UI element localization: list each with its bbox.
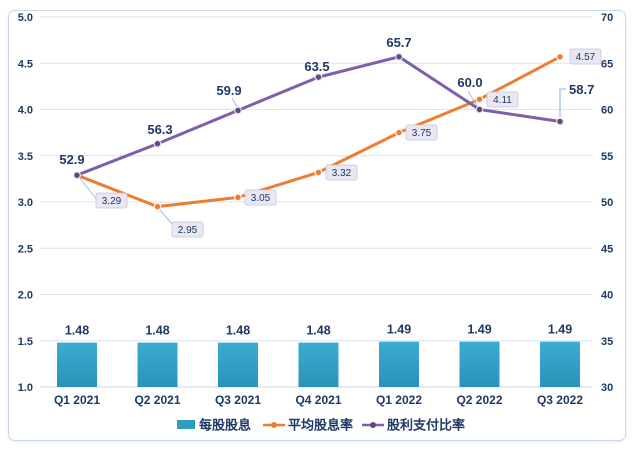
point-平均股息率-q3-2021[interactable] [234,193,242,202]
data-label-股利支付比率: 60.0 [457,75,482,90]
legend-orange-dot [271,422,277,428]
label-leader-line [78,176,98,201]
point-股利支付比率-q3-2021[interactable] [234,106,242,115]
point-股利支付比率-q2-2022[interactable] [475,105,484,114]
right-axis-tick: 45 [601,243,613,255]
right-axis-tick: 65 [601,58,613,70]
bar-q3-2022[interactable] [540,341,580,387]
x-axis-label-q1-2021: Q1 2021 [54,393,100,407]
data-label-股利支付比率: 59.9 [216,83,241,98]
bar-value-label: 1.49 [548,323,572,337]
label-leader-line [158,208,175,227]
right-axis-tick: 55 [601,151,613,163]
bar-value-label: 1.48 [145,324,169,338]
x-axis-label-q2-2022: Q2 2022 [456,393,502,407]
legend-bar-swatch [177,420,195,429]
data-label-平均股息率: 3.32 [332,168,352,179]
data-label-平均股息率: 3.05 [251,193,271,204]
left-axis-tick: 5.0 [18,12,33,24]
data-label-股利支付比率: 65.7 [386,35,411,50]
label-leader-line [559,88,566,117]
left-axis-tick: 2.0 [18,290,33,302]
x-axis-label-q3-2022: Q3 2022 [537,393,583,407]
bar-q3-2021[interactable] [218,342,258,387]
data-label-股利支付比率: 52.9 [59,152,84,167]
data-label-平均股息率: 4.57 [576,52,596,63]
data-label-股利支付比率: 63.5 [304,59,329,74]
data-label-box [325,164,358,181]
bar-q4-2021[interactable] [298,342,339,387]
label-leader-line [231,97,238,108]
data-label-box [171,221,204,238]
legend-item-每股股息[interactable]: 每股股息 [199,418,251,433]
point-平均股息率-q4-2021[interactable] [314,168,323,177]
bar-q1-2022[interactable] [379,341,419,387]
x-axis-label-q3-2021: Q3 2021 [215,393,261,407]
x-axis-label-q4-2021: Q4 2021 [295,393,341,407]
data-label-box [569,48,602,65]
data-label-平均股息率: 4.11 [493,95,512,106]
bar-value-label: 1.48 [306,324,330,338]
right-axis-tick: 30 [601,382,613,394]
right-axis-tick: 35 [601,336,613,348]
x-axis-label-q2-2021: Q2 2021 [134,393,180,407]
point-平均股息率-q3-2022[interactable] [556,52,564,61]
x-axis-label-q1-2022: Q1 2022 [376,393,422,407]
right-axis-tick: 50 [601,197,613,209]
right-axis-tick: 40 [601,290,613,302]
left-axis-tick: 2.5 [18,243,33,255]
right-axis-tick: 70 [601,12,613,24]
legend-item-股利支付比率[interactable]: 股利支付比率 [387,418,465,433]
data-label-平均股息率: 3.75 [412,128,432,139]
data-label-box [486,91,519,108]
right-axis-tick: 60 [601,105,613,117]
bar-value-label: 1.48 [226,324,250,338]
left-axis-tick: 3.0 [18,197,33,209]
point-股利支付比率-q1-2021[interactable] [73,171,81,180]
data-label-平均股息率: 3.29 [102,196,122,207]
left-axis-tick: 1.5 [18,336,33,348]
data-label-平均股息率: 2.95 [178,225,198,236]
point-平均股息率-q2-2022[interactable] [475,95,484,104]
left-axis-tick: 3.5 [18,151,33,163]
data-label-股利支付比率: 56.3 [147,122,172,137]
point-股利支付比率-q4-2021[interactable] [314,73,323,82]
point-平均股息率-q2-2021[interactable] [153,202,162,211]
point-平均股息率-q1-2022[interactable] [395,128,403,137]
data-label-box [95,192,128,209]
data-label-box [244,189,277,206]
left-axis-tick: 1.0 [18,382,33,394]
bar-value-label: 1.49 [387,323,411,337]
bar-q2-2021[interactable] [137,342,178,387]
data-label-box [405,124,438,141]
legend-item-平均股息率[interactable]: 平均股息率 [288,418,353,433]
left-axis-tick: 4.5 [18,58,33,70]
bar-q2-2022[interactable] [459,341,500,387]
bar-q1-2021[interactable] [57,342,97,387]
left-axis-tick: 4.0 [18,105,33,117]
label-leader-line [467,90,478,107]
legend-purple-dot [370,422,376,428]
bar-value-label: 1.48 [65,324,89,338]
bar-value-label: 1.49 [467,323,491,337]
point-股利支付比率-q1-2022[interactable] [395,52,403,61]
point-股利支付比率-q2-2021[interactable] [153,139,162,148]
data-label-股利支付比率: 58.7 [569,82,594,97]
point-股利支付比率-q3-2022[interactable] [556,117,564,126]
